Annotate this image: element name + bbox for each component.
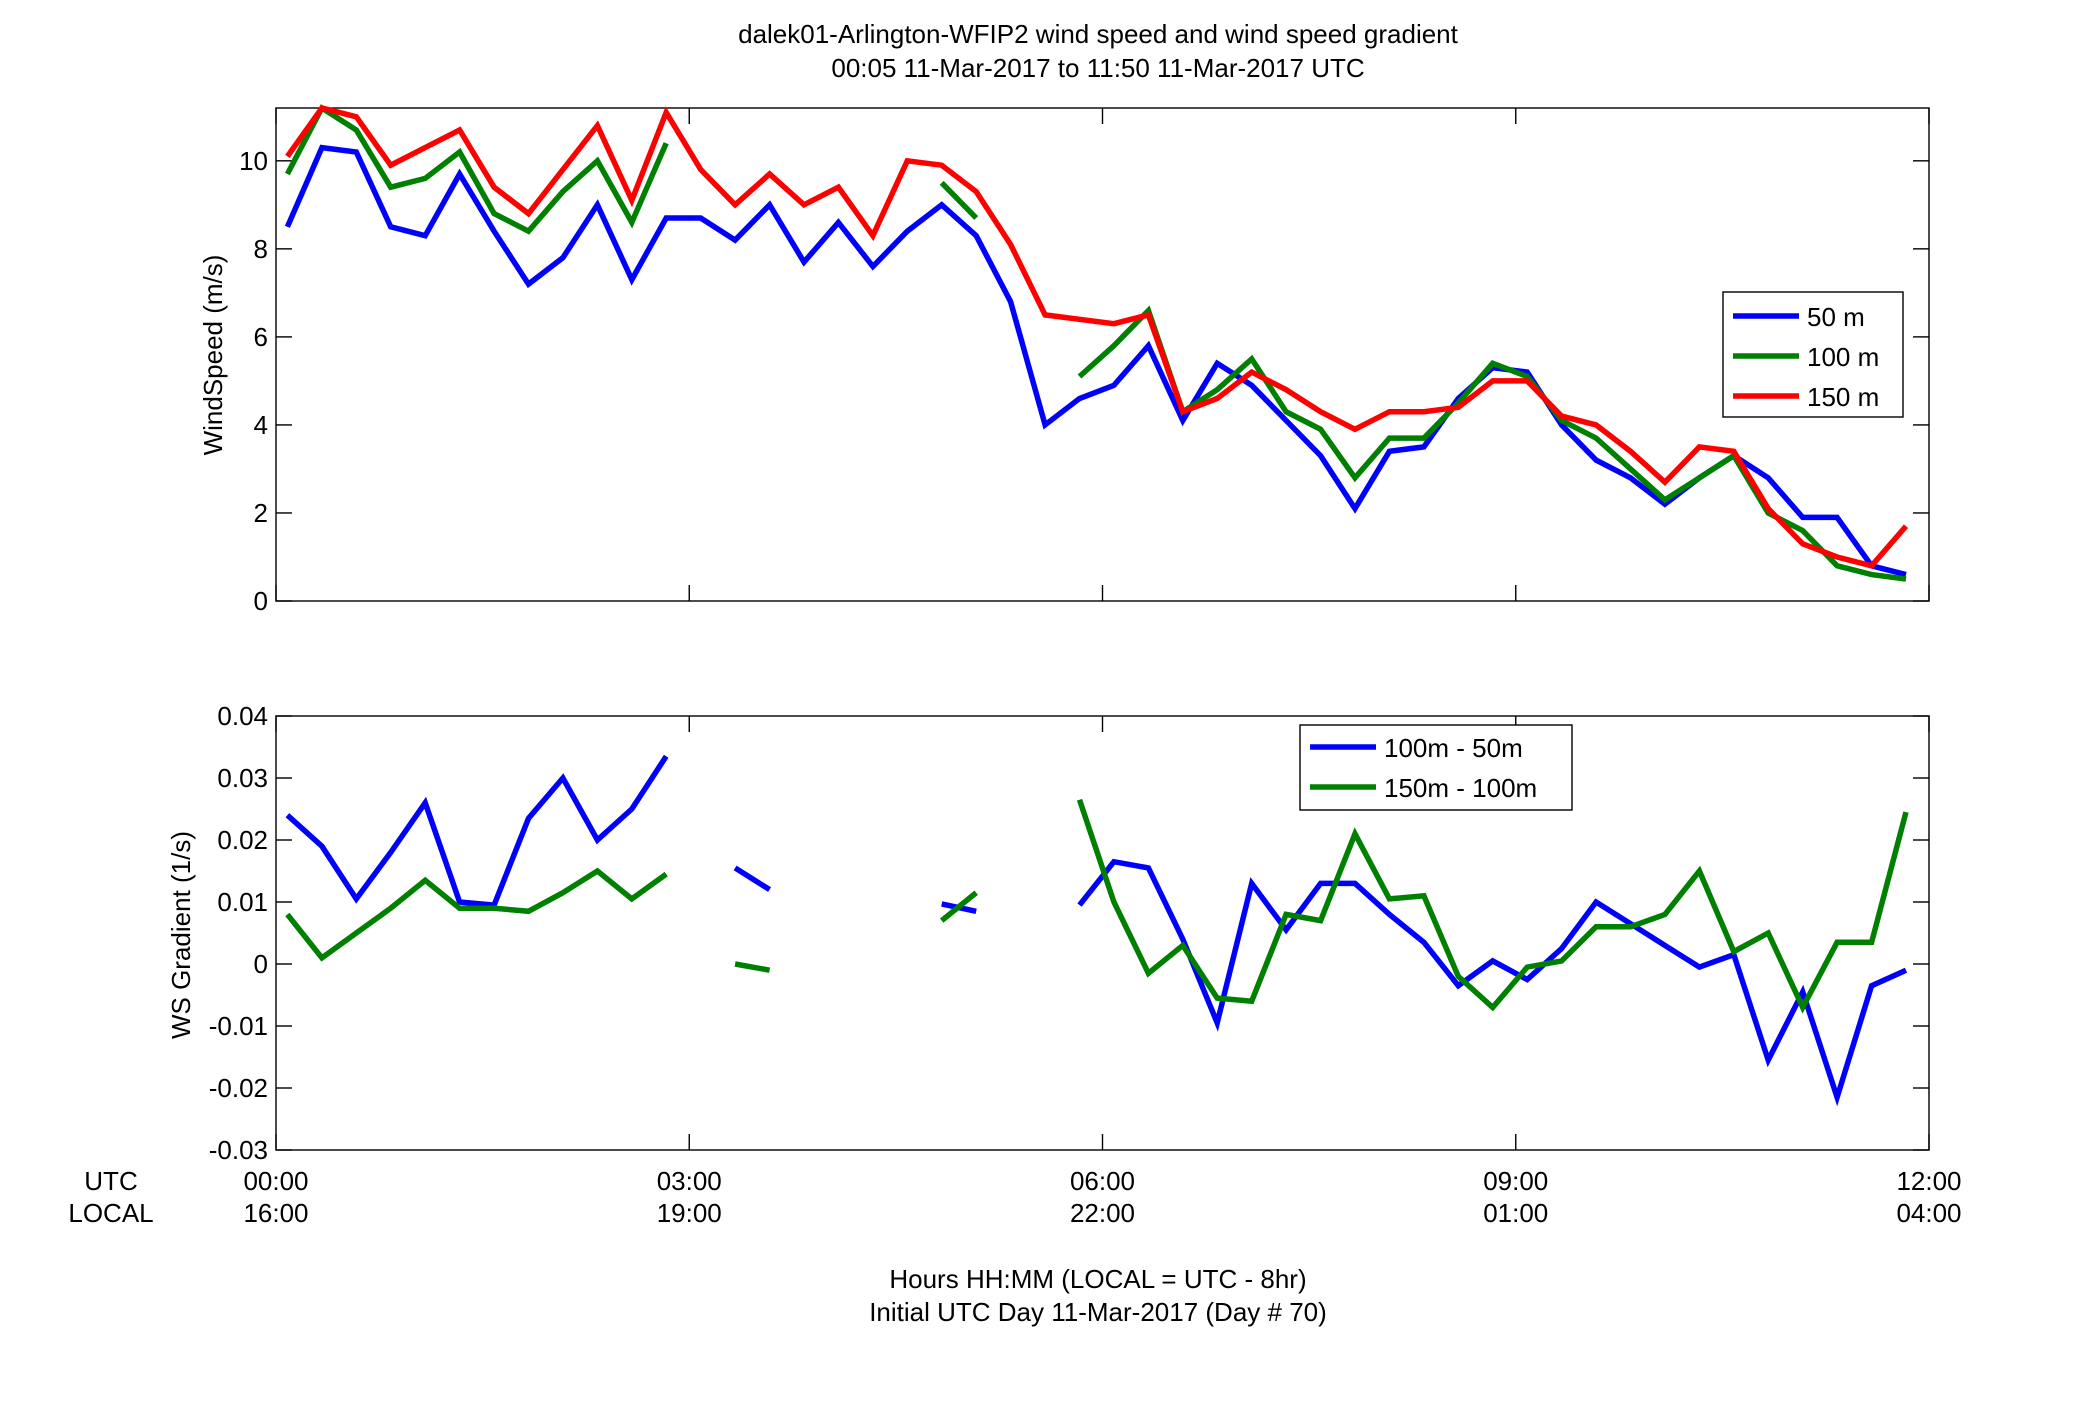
gradient-y-tick-label: -0.02 — [209, 1073, 268, 1103]
gradient-series — [285, 754, 1909, 1107]
gradient-y-tick-label: 0 — [254, 949, 268, 979]
gradient-y-axis-label: WS Gradient (1/s) — [166, 831, 196, 1039]
windspeed-y-tick-label: 6 — [254, 322, 268, 352]
x-tick-label-utc: 12:00 — [1896, 1166, 1961, 1196]
local-row-label: LOCAL — [68, 1198, 153, 1228]
windspeed-series-150-m — [285, 104, 1909, 569]
legend-label-100m: 100 m — [1807, 342, 1879, 372]
gradient-y-tick-label: -0.03 — [209, 1135, 268, 1165]
windspeed-y-tick-label: 4 — [254, 410, 268, 440]
windspeed-series-50-m — [284, 144, 1907, 578]
gradient-plot-frame — [275, 715, 1930, 1151]
gradient-panel: -0.03 -0.02 -0.01 0 0.01 0.02 0.03 0.04 WS Grad… — [166, 701, 1930, 1165]
x-tick-label-utc: 00:00 — [243, 1166, 308, 1196]
x-tick-label-utc: 03:00 — [657, 1166, 722, 1196]
legend-label-150m-100m: 150m - 100m — [1384, 773, 1537, 803]
gradient-legend-box — [1299, 724, 1573, 811]
x-axis-label-line2: Initial UTC Day 11-Mar-2017 (Day # 70) — [869, 1297, 1327, 1327]
windspeed-series — [284, 104, 1909, 582]
windspeed-legend: 50 m 100 m 150 m — [1722, 291, 1904, 418]
gradient-x-ticks — [275, 716, 1930, 1150]
windspeed-series-100-m — [284, 104, 1907, 582]
legend-label-150m: 150 m — [1807, 382, 1879, 412]
x-tick-label-local: 19:00 — [657, 1198, 722, 1228]
chart-title-line2: 00:05 11-Mar-2017 to 11:50 11-Mar-2017 U… — [831, 53, 1364, 83]
gradient-y-tick-label: 0.02 — [217, 825, 268, 855]
windspeed-x-ticks — [275, 108, 1930, 601]
windspeed-panel: 0 2 4 6 8 10 WindSpeed (m/s) 50 m 100 m 150 m — [198, 104, 1930, 616]
gradient-series-100m-50m — [285, 754, 1908, 1107]
x-tick-label-local: 01:00 — [1483, 1198, 1548, 1228]
x-tick-label-local: 04:00 — [1896, 1198, 1961, 1228]
chart-title-line1: dalek01-Arlington-WFIP2 wind speed and w… — [738, 19, 1459, 49]
gradient-series-150m-100m — [285, 798, 1909, 1014]
gradient-y-ticks: -0.03 -0.02 -0.01 0 0.01 0.02 0.03 0.04 — [209, 701, 1929, 1165]
gradient-y-tick-label: 0.01 — [217, 887, 268, 917]
windspeed-y-tick-label: 8 — [254, 234, 268, 264]
gradient-y-tick-label: 0.04 — [217, 701, 268, 731]
windspeed-y-ticks: 0 2 4 6 8 10 — [239, 146, 1929, 616]
gradient-y-tick-label: -0.01 — [209, 1011, 268, 1041]
windspeed-y-axis-label: WindSpeed (m/s) — [198, 255, 228, 456]
x-tick-label-utc: 09:00 — [1483, 1166, 1548, 1196]
windspeed-y-tick-label: 2 — [254, 498, 268, 528]
legend-label-100m-50m: 100m - 50m — [1384, 733, 1523, 763]
x-axis-label-line1: Hours HH:MM (LOCAL = UTC - 8hr) — [889, 1264, 1306, 1294]
x-tick-label-local: 16:00 — [243, 1198, 308, 1228]
windspeed-y-tick-label: 10 — [239, 146, 268, 176]
windspeed-y-tick-label: 0 — [254, 586, 268, 616]
utc-row-label: UTC — [84, 1166, 137, 1196]
x-tick-label-utc: 06:00 — [1070, 1166, 1135, 1196]
gradient-legend: 100m - 50m 150m - 100m — [1299, 724, 1573, 811]
legend-label-50m: 50 m — [1807, 302, 1865, 332]
gradient-y-tick-label: 0.03 — [217, 763, 268, 793]
x-tick-label-local: 22:00 — [1070, 1198, 1135, 1228]
